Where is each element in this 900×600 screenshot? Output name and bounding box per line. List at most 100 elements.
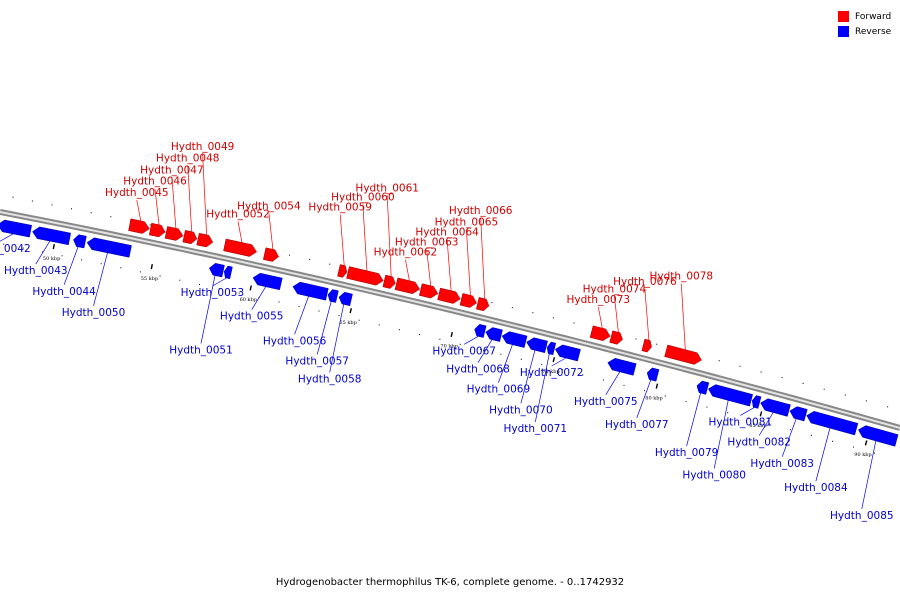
gene-label: Hydth_0050 <box>62 307 126 319</box>
scale-tick <box>450 331 453 338</box>
leader-line <box>316 301 332 355</box>
scale-dot <box>110 216 112 218</box>
scale-tick <box>864 440 868 446</box>
scale-dot <box>685 401 687 403</box>
scale-tick <box>349 308 352 314</box>
scale-tick-label: 65 kbp <box>339 320 356 326</box>
gene-arrow <box>589 325 611 341</box>
gene-label: Hydth_0085 <box>830 510 894 522</box>
gene-label: Hydth_0045 <box>105 187 169 199</box>
scale-dot <box>552 317 554 319</box>
scale-tick <box>759 411 763 417</box>
reverse-swatch <box>838 26 849 37</box>
gene-arrow <box>196 232 214 248</box>
scale-dot <box>781 377 783 379</box>
scale-dot <box>727 412 729 414</box>
gene-arrow <box>418 283 439 299</box>
backbone-layer <box>0 209 900 431</box>
gene-arrow <box>646 367 660 382</box>
scale-dot <box>199 284 200 285</box>
gene-label: Hydth_0056 <box>263 335 327 347</box>
scale-dot <box>500 353 502 355</box>
gene-label: Hydth_0047 <box>140 164 204 176</box>
leader-line <box>614 296 619 333</box>
scale-tick-label: 90 kbp <box>854 452 871 458</box>
leader-line <box>202 153 207 235</box>
leader-line <box>446 239 452 291</box>
gene-label: Hydth_0048 <box>156 153 220 165</box>
gene-arrow <box>32 226 71 246</box>
scale-dot <box>139 271 141 273</box>
gene-label: Hydth_0083 <box>750 458 814 470</box>
scale-dot <box>635 338 637 340</box>
gene-arrow <box>664 344 702 365</box>
gene-labels-layer: Hydth_0045Hydth_0046Hydth_0047Hydth_0048… <box>0 141 894 522</box>
gene-label: Hydth_0075 <box>574 396 638 408</box>
gene-label: Hydth_0053 <box>181 287 245 299</box>
gene-label: Hydth_0064 <box>415 227 479 239</box>
gene-arrow <box>501 331 528 348</box>
gene-arrow <box>708 384 754 407</box>
legend-label-forward: Forward <box>855 11 892 22</box>
scale-dot <box>810 434 812 436</box>
gene-label: Hydth_0042 <box>0 243 31 255</box>
gene-arrow <box>474 324 487 338</box>
legend-item-reverse: Reverse <box>838 24 891 39</box>
leader-line <box>477 339 493 363</box>
gene-label: Hydth_0081 <box>709 416 773 428</box>
gene-label: Hydth_0067 <box>432 345 496 357</box>
label-leader-lines <box>0 153 877 509</box>
leader-line <box>644 289 650 341</box>
scale-ticks-layer: 50 kbp 55 kbp 60 kbp 65 kbp 70 kbp 75 kbp 80 k… <box>43 243 872 458</box>
gene-arrow <box>263 247 279 262</box>
scale-dot <box>602 379 604 381</box>
gene-arrow <box>252 272 283 291</box>
scale-dot <box>42 251 44 253</box>
gene-label: Hydth_0070 <box>489 404 553 416</box>
gene-arrow <box>164 226 184 241</box>
scale-dot <box>769 423 770 425</box>
leader-line <box>466 229 471 296</box>
gene-arrow <box>526 337 548 354</box>
gene-label: Hydth_0071 <box>504 423 568 435</box>
leader-line <box>339 214 345 266</box>
leader-line <box>294 296 309 335</box>
leader-line <box>154 188 160 225</box>
scale-dot <box>358 319 360 321</box>
leader-line <box>713 400 729 469</box>
scale-dot <box>573 322 575 324</box>
scale-dot <box>480 348 481 350</box>
scale-tick-label: 50 kbp <box>43 256 60 262</box>
scale-tick <box>150 264 153 270</box>
scale-dot <box>179 279 181 281</box>
scale-dot <box>298 305 300 307</box>
leader-line <box>268 213 274 250</box>
scale-dot <box>582 374 584 376</box>
scale-tick <box>52 243 55 250</box>
gene-arrow <box>554 344 581 362</box>
leader-line <box>171 177 177 229</box>
gene-label: Hydth_0046 <box>123 176 187 188</box>
scale-dot <box>644 390 646 392</box>
gene-label: Hydth_0082 <box>727 437 791 449</box>
gene-arrow <box>641 338 652 353</box>
gene-arrow <box>182 230 198 245</box>
scale-dot <box>739 365 741 367</box>
gene-arrow <box>223 265 233 280</box>
leader-line <box>251 286 266 310</box>
scale-dot <box>823 388 825 390</box>
scale-dot <box>338 315 340 317</box>
gene-arrow <box>86 237 132 258</box>
gene-arrow <box>128 218 150 234</box>
gene-label: Hydth_0079 <box>655 447 719 459</box>
leader-line <box>464 335 479 345</box>
leader-line <box>63 246 79 285</box>
leader-line <box>405 259 410 281</box>
scale-dot <box>623 384 625 386</box>
leader-line <box>605 371 621 395</box>
scale-tick <box>552 357 556 363</box>
scale-dot <box>419 334 421 335</box>
gene-arrow <box>337 264 348 278</box>
gene-label: Hydth_0058 <box>298 373 362 385</box>
gene-arrow <box>327 289 339 303</box>
